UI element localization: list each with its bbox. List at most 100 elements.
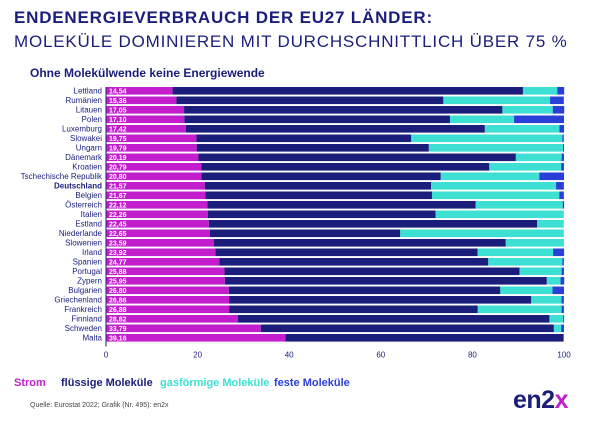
chart-title-line1: ENDENERGIEVERBRAUCH DER EU27 LÄNDER:: [14, 8, 433, 27]
bar-segment: [204, 182, 432, 190]
bar-segment: [215, 248, 478, 257]
data-label: 19,79: [109, 146, 127, 153]
bar-segment: [219, 258, 489, 266]
data-label: 26,86: [109, 298, 127, 305]
bar-segment: [106, 201, 208, 209]
data-label: 22,26: [109, 212, 127, 219]
bar-segment: [106, 324, 261, 333]
bar-segment: [228, 286, 501, 295]
category-label: Bulgarien: [68, 286, 102, 295]
bar-segment: [553, 324, 562, 333]
x-tick-label: 0: [104, 351, 109, 360]
bar-segment: [106, 96, 177, 105]
data-label: 33,79: [109, 326, 127, 333]
bar-segment: [475, 201, 563, 209]
bar-segment: [552, 106, 565, 114]
bar-segment: [201, 163, 490, 171]
data-label: 21,57: [109, 184, 127, 191]
bar-segment: [106, 163, 202, 171]
category-label: Griechenland: [54, 296, 102, 305]
category-label: Slowenien: [65, 239, 102, 248]
bar-segment: [515, 153, 562, 162]
bar-segment: [198, 153, 516, 162]
bar-segment: [106, 172, 202, 181]
bar-segment: [431, 191, 560, 200]
chart-title-line2: MOLEKÜLE DOMINIEREN MIT DURCHSCHNITTLICH…: [14, 32, 568, 51]
source-note: Quelle: Eurostat 2022; Grafik (Nr. 495):…: [30, 402, 169, 409]
bar-segment: [562, 258, 564, 266]
bar-segment: [440, 172, 540, 181]
bar-segment: [562, 134, 564, 143]
data-label: 26,88: [109, 307, 127, 314]
bar-segment: [106, 315, 238, 323]
bar-segment: [106, 305, 230, 314]
bar-segment: [560, 277, 565, 285]
bar-segment: [561, 305, 564, 314]
category-label: Italien: [81, 210, 102, 219]
bar-segment: [209, 229, 401, 238]
category-label: Dänemark: [65, 153, 103, 162]
data-label: 25,88: [109, 269, 127, 276]
bar-segment: [185, 125, 485, 133]
bar-segment: [106, 267, 225, 276]
bar-segment: [106, 220, 209, 228]
bar-segment: [561, 324, 564, 333]
bar-segment: [224, 277, 547, 285]
bar-segment: [435, 210, 564, 219]
category-label: Portugal: [72, 267, 102, 276]
category-label: Irland: [82, 248, 102, 257]
bar-segment: [106, 182, 205, 190]
bar-segment: [196, 144, 429, 152]
legend-fest: feste Moleküle: [274, 377, 350, 389]
bar-segment: [400, 229, 564, 238]
category-label: Estland: [75, 220, 102, 229]
bar-segment: [184, 106, 503, 114]
data-label: 23,59: [109, 241, 127, 248]
bar-segment: [229, 296, 532, 304]
data-label: 17,10: [109, 117, 127, 124]
data-label: 20,80: [109, 174, 127, 181]
x-tick-label: 40: [285, 351, 294, 360]
bar-segment: [563, 315, 565, 323]
data-label: 19,75: [109, 136, 127, 143]
x-tick-label: 20: [193, 351, 202, 360]
bar-segment: [106, 106, 185, 114]
category-label: Rumänien: [66, 96, 102, 105]
category-label: Schweden: [65, 324, 102, 333]
data-label: 17,05: [109, 108, 127, 115]
data-label: 39,16: [109, 336, 127, 343]
bar-segment: [559, 125, 565, 133]
category-label: Malta: [82, 334, 102, 343]
bar-segment: [106, 277, 225, 285]
data-label: 20,79: [109, 165, 127, 172]
category-label: Lettland: [74, 87, 102, 96]
x-tick-label: 100: [557, 351, 571, 360]
bar-segment: [500, 286, 553, 295]
bar-segment: [176, 96, 444, 105]
data-label: 14,54: [109, 89, 127, 96]
category-label: Frankreich: [64, 305, 102, 314]
bar-segment: [477, 248, 554, 257]
category-label: Tschechische Republik: [21, 172, 103, 181]
logo-text: en2: [513, 386, 555, 414]
category-label: Deutschland: [54, 182, 102, 191]
bar-segment: [106, 153, 199, 162]
bar-segment: [106, 134, 197, 143]
bar-segment: [522, 87, 558, 95]
data-label: 24,77: [109, 260, 127, 267]
data-label: 23,92: [109, 250, 127, 257]
bar-segment: [488, 258, 563, 266]
category-label: Slowakei: [70, 134, 102, 143]
x-tick-label: 80: [468, 351, 477, 360]
bar-segment: [106, 286, 229, 295]
bar-segment: [559, 191, 564, 200]
bar-segment: [519, 267, 562, 276]
bar-segment: [106, 334, 286, 342]
data-label: 28,82: [109, 317, 127, 324]
data-label: 22,65: [109, 231, 127, 238]
bar-segment: [196, 134, 412, 143]
data-label: 26,80: [109, 288, 127, 295]
bar-segment: [563, 144, 564, 152]
bar-segment: [106, 239, 215, 247]
data-label: 22,45: [109, 222, 127, 229]
